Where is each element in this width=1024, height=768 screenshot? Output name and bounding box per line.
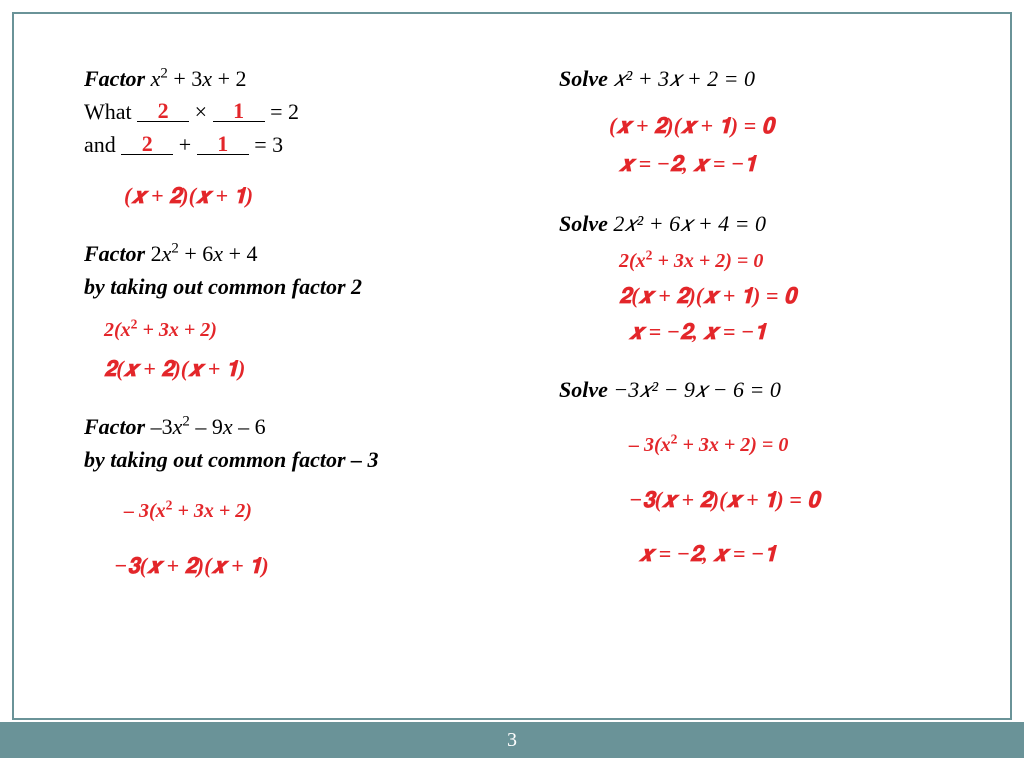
left-problem-1: Factor x2 + 3x + 2 What 2 × 1 = 2 and 2 … — [84, 62, 504, 209]
blank-4: 1 — [197, 134, 249, 155]
blank-2: 1 — [213, 101, 265, 122]
p1-line3: and 2 + 1 = 3 — [84, 128, 504, 161]
blank1-val: 2 — [158, 98, 169, 123]
rp1-header: Solve — [559, 66, 608, 91]
rp2-step3: 𝒙 = −𝟐, 𝒙 = −𝟏 — [629, 319, 979, 345]
right-problem-2: Solve 2𝑥² + 6𝑥 + 4 = 0 2(x2 + 3x + 2) = … — [559, 207, 979, 345]
slide-frame: Factor x2 + 3x + 2 What 2 × 1 = 2 and 2 … — [12, 12, 1012, 720]
rp1-expr: 𝑥² + 3𝑥 + 2 = 0 — [613, 66, 755, 91]
rp1-step1: (𝒙 + 𝟐)(𝒙 + 𝟏) = 𝟎 — [609, 113, 979, 139]
p2-prompt: Factor 2x2 + 6x + 4 — [84, 237, 504, 270]
p1-and: and — [84, 132, 121, 157]
right-problem-3: Solve −3𝑥² − 9𝑥 − 6 = 0 – 3(x2 + 3x + 2)… — [559, 373, 979, 567]
right-problem-1: Solve 𝑥² + 3𝑥 + 2 = 0 (𝒙 + 𝟐)(𝒙 + 𝟏) = 𝟎… — [559, 62, 979, 177]
right-column: Solve 𝑥² + 3𝑥 + 2 = 0 (𝒙 + 𝟐)(𝒙 + 𝟏) = 𝟎… — [559, 62, 979, 595]
p2-step2: 𝟐(𝒙 + 𝟐)(𝒙 + 𝟏) — [104, 356, 504, 382]
rp3-expr: −3𝑥² − 9𝑥 − 6 = 0 — [613, 377, 781, 402]
rp2-header: Solve — [559, 211, 608, 236]
p1-what: What — [84, 99, 137, 124]
blank2-val: 1 — [233, 98, 244, 123]
rp3-prompt: Solve −3𝑥² − 9𝑥 − 6 = 0 — [559, 373, 979, 406]
p1-times: × — [195, 99, 213, 124]
rp2-step2: 𝟐(𝒙 + 𝟐)(𝒙 + 𝟏) = 𝟎 — [619, 283, 979, 309]
p2-header: Factor — [84, 241, 145, 266]
p1-answer: (𝒙 + 𝟐)(𝒙 + 𝟏) — [124, 183, 504, 209]
page-number: 3 — [507, 729, 517, 752]
p3-header: Factor — [84, 414, 145, 439]
blank4-val: 1 — [217, 131, 228, 156]
rp1-prompt: Solve 𝑥² + 3𝑥 + 2 = 0 — [559, 62, 979, 95]
p1-header: Factor — [84, 66, 145, 91]
blank-1: 2 — [137, 101, 189, 122]
rp1-step2: 𝒙 = −𝟐, 𝒙 = −𝟏 — [619, 151, 979, 177]
footer-bar: 3 — [0, 722, 1024, 758]
rp3-step2: −𝟑(𝒙 + 𝟐)(𝒙 + 𝟏) = 𝟎 — [629, 487, 979, 513]
p1-plus: + — [179, 132, 197, 157]
p3-step2: −𝟑(𝒙 + 𝟐)(𝒙 + 𝟏) — [114, 553, 504, 579]
p3-step1: – 3(x2 + 3x + 2) — [124, 500, 504, 523]
rp3-step1: – 3(x2 + 3x + 2) = 0 — [629, 434, 979, 457]
p1-eq3: = 3 — [254, 132, 283, 157]
blank3-val: 2 — [142, 131, 153, 156]
left-column: Factor x2 + 3x + 2 What 2 × 1 = 2 and 2 … — [84, 62, 504, 607]
p2-step1: 2(x2 + 3x + 2) — [104, 319, 504, 342]
p1-eq2: = 2 — [270, 99, 299, 124]
p1-line2: What 2 × 1 = 2 — [84, 95, 504, 128]
slide-content: Factor x2 + 3x + 2 What 2 × 1 = 2 and 2 … — [14, 14, 1010, 718]
p2-subtitle: by taking out common factor 2 — [84, 270, 504, 303]
rp2-expr: 2𝑥² + 6𝑥 + 4 = 0 — [613, 211, 766, 236]
rp3-header: Solve — [559, 377, 608, 402]
left-problem-2: Factor 2x2 + 6x + 4 by taking out common… — [84, 237, 504, 382]
left-problem-3: Factor –3x2 – 9x – 6 by taking out commo… — [84, 410, 504, 579]
p3-subtitle: by taking out common factor – 3 — [84, 443, 504, 476]
rp2-step1: 2(x2 + 3x + 2) = 0 — [619, 250, 979, 273]
p1-prompt: Factor x2 + 3x + 2 — [84, 62, 504, 95]
rp2-prompt: Solve 2𝑥² + 6𝑥 + 4 = 0 — [559, 207, 979, 240]
p3-prompt: Factor –3x2 – 9x – 6 — [84, 410, 504, 443]
rp3-step3: 𝒙 = −𝟐, 𝒙 = −𝟏 — [639, 541, 979, 567]
blank-3: 2 — [121, 134, 173, 155]
